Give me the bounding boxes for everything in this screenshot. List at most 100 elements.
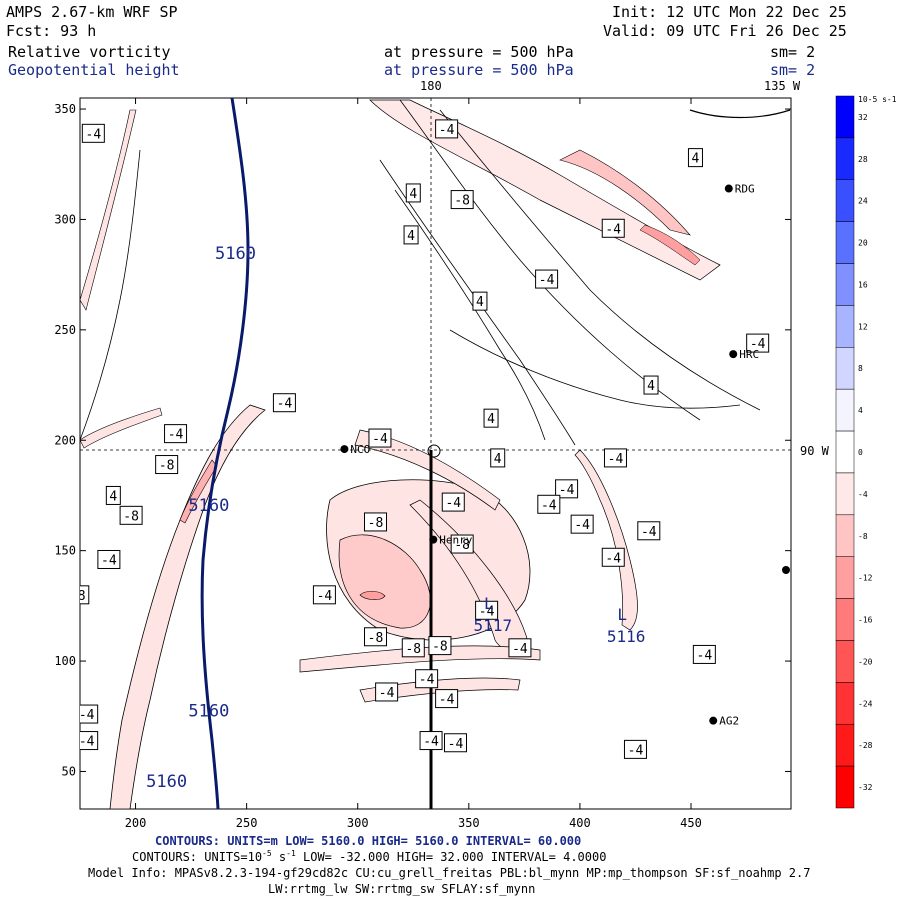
vorticity-label-box-40 [375,682,399,702]
vorticity-label-41: -4 [439,693,455,708]
vorticity-label-43: -4 [79,735,95,750]
lon-label-right: 135 W [764,79,801,93]
vorticity-label-6: 4 [476,295,484,310]
vorticity-label-box-15 [105,485,121,505]
colorbar-tick-0: 32 [858,113,868,122]
station-dot-2 [724,184,733,193]
lon-label-top: 180 [420,79,442,93]
colorbar-tick-14: -24 [858,699,873,708]
low-value-1: 5116 [607,627,646,646]
vorticity-label-box-22 [537,494,561,514]
vorticity-label-4: -8 [454,194,470,209]
station-dot-3 [729,350,738,359]
vorticity-label-box-29 [450,534,474,554]
vorticity-band-west-core [179,459,218,524]
valid-time: Valid: 09 UTC Fri 26 Dec 25 [603,22,847,40]
vorticity-label-27: -8 [70,589,86,604]
vorticity-label-box-3 [405,183,421,203]
x-tick-label-3: 350 [458,816,480,830]
vorticity-label-14: -8 [159,459,175,474]
vorticity-label-9: 4 [692,152,700,167]
vorticity-label-box-30 [441,492,465,512]
colorbar-swatch-2 [835,179,855,222]
vorticity-label-31: -4 [317,589,333,604]
vorticity-label-7: -4 [539,273,555,288]
height-label-2: 5160 [188,701,229,721]
contours-vorticity-prefix: CONTOURS: UNITS=10 [132,850,262,864]
colorbar-tick-11: -12 [858,574,873,583]
colorbar-swatch-16 [835,765,855,809]
vorticity-contour-positive-6 [449,329,741,409]
height-label-1: 5160 [188,496,229,516]
vorticity-band-ne [369,99,721,281]
vorticity-label-box-25 [119,505,143,525]
vorticity-label-3: 4 [409,187,417,202]
colorbar-swatch-1 [835,137,855,181]
vorticity-label-box-39 [415,669,439,689]
vorticity-label-box-12 [272,393,296,413]
colorbar-swatch-4 [835,263,855,306]
vorticity-label-box-18 [490,448,506,468]
contours-vorticity-sexp: -1 [286,849,296,858]
height-label-0: 5160 [215,244,256,264]
colorbar-tick-3: 20 [858,239,868,248]
model-info: Model Info: MPASv8.2.3-194-gf29cd82c CU:… [88,866,810,880]
vorticity-label-16: -4 [372,432,388,447]
vorticity-label-39: -4 [419,673,435,688]
vorticity-label-box-28 [364,512,388,532]
vorticity-label-box-14 [155,455,179,475]
vorticity-region-max [359,591,386,600]
vorticity-label-box-32 [364,627,388,647]
vorticity-label-box-26 [97,549,121,569]
vorticity-label-32: -8 [368,631,384,646]
colorbar-tick-10: -8 [858,532,868,541]
low-symbol-0: L [484,594,494,613]
edge-station-dot [782,566,790,574]
vorticity-label-box-31 [312,585,336,605]
colorbar-swatch-14 [835,682,855,725]
vorticity-label-box-2 [435,119,459,139]
field2-smooth: sm= 2 [770,61,815,79]
vorticity-contour-positive-4 [394,189,546,441]
x-tick-label-0: 200 [125,816,147,830]
vorticity-label-19: -4 [559,483,575,498]
vorticity-label-box-19 [555,479,579,499]
x-tick-label-4: 400 [569,816,591,830]
station-label-3: HRC [739,348,759,361]
field2-name: Geopotential height [8,61,180,79]
x-tick-label-5: 450 [680,816,702,830]
colorbar-tick-5: 12 [858,322,868,331]
pole-marker [427,444,441,458]
contours-vorticity-rest: LOW= -32.000 HIGH= 32.000 INTERVAL= 4.00… [296,850,607,864]
vorticity-label-25: -8 [123,509,139,524]
vorticity-label-42: -4 [79,708,95,723]
vorticity-label-box-13 [164,424,188,444]
plot-area: -4 -4 -4 4 -8 4 4 -4 -4 4 -4 4 -4 -4 -8 4 -4 4 4 -4 -4 -4 -4 -4… [54,97,830,830]
vorticity-label-box-44 [419,731,443,751]
colorbar-swatch-11 [835,556,855,599]
vorticity-ne-core [559,149,691,236]
colorbar-tick-2: 24 [858,197,868,206]
colorbar: 10-5 s-1 32 28 24 20 16 12 8 4 0 -4 -8 -12 -16 -20 -24… [835,95,897,809]
colorbar-tick-15: -28 [858,741,873,750]
vorticity-label-2: -4 [439,123,455,138]
station-label-0: NCO [350,443,370,456]
vorticity-label-10: -4 [750,337,766,352]
y-tick-label-4: 250 [54,323,76,337]
vorticity-band-west-edge [80,407,163,449]
height-contour-5160 [200,98,250,809]
contours-height-info: CONTOURS: UNITS=m LOW= 5160.0 HIGH= 5160… [155,834,581,848]
colorbar-swatch-8 [835,430,855,474]
forecast-hour: Fcst: 93 h [6,22,96,40]
colorbar-swatch-6 [835,347,855,390]
vorticity-label-35: -4 [512,642,528,657]
x-tick-label-2: 300 [347,816,369,830]
station-dot-0 [340,445,349,454]
colorbar-tick-12: -16 [858,616,873,625]
model-title: AMPS 2.67-km WRF SP [6,3,178,21]
colorbar-swatch-13 [835,640,855,683]
vorticity-label-34: -8 [405,642,421,657]
x-tick-label-1: 250 [236,816,258,830]
vorticity-label-46: -4 [628,743,644,758]
